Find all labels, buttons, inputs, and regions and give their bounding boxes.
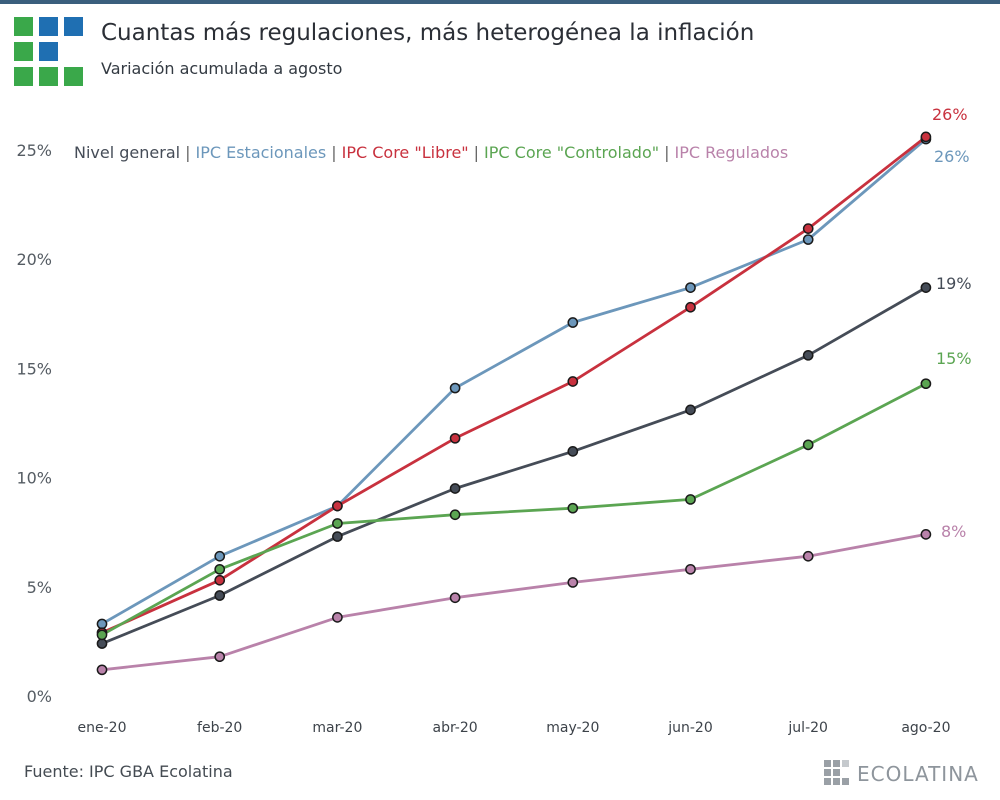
data-point xyxy=(449,592,461,604)
series-line xyxy=(100,286,928,645)
x-tick-label: abr-20 xyxy=(432,720,477,736)
data-point xyxy=(685,563,696,575)
data-point xyxy=(449,432,461,444)
legend-separator: | xyxy=(664,143,670,162)
data-point xyxy=(214,550,226,562)
legend-separator: | xyxy=(331,143,337,162)
series-lines xyxy=(100,135,928,672)
brand-mark-icon xyxy=(824,760,850,786)
data-point xyxy=(685,301,696,313)
data-point xyxy=(332,518,343,529)
data-point xyxy=(802,349,814,361)
data-point xyxy=(802,223,814,234)
data-point xyxy=(567,446,579,457)
logo-square xyxy=(14,67,33,86)
data-point xyxy=(920,529,932,540)
data-point xyxy=(802,234,814,245)
x-tick-label: ago-20 xyxy=(901,720,950,736)
y-tick-label: 10% xyxy=(16,469,52,488)
logo-square xyxy=(39,42,58,61)
legend-item: IPC Regulados xyxy=(674,143,789,162)
legend-item: Nivel general xyxy=(74,143,181,162)
data-point xyxy=(449,382,461,394)
x-tick-label: mar-20 xyxy=(312,720,362,736)
x-axis: ene-20 feb-20 mar-20 abr-20 may-20 jun-20 jul-… xyxy=(78,720,951,736)
data-point xyxy=(96,664,108,676)
data-point xyxy=(332,500,343,512)
end-value-label: 26% xyxy=(932,105,968,124)
logo-square xyxy=(14,17,33,36)
series-line xyxy=(100,382,928,637)
data-point xyxy=(920,131,932,143)
y-axis: 0% 5% 10% 15% 20% 25% xyxy=(16,141,52,706)
end-labels: 19% 26% 26% 15% 8% xyxy=(932,105,972,541)
data-point xyxy=(567,502,579,514)
legend: Nivel general | IPC Estacionales | IPC Core … xyxy=(74,143,788,162)
legend-separator: | xyxy=(185,143,191,162)
chart-title: Cuantas más regulaciones, más heterogéne… xyxy=(101,20,755,46)
data-point xyxy=(685,494,696,505)
legend-item: IPC Core "Controlado" xyxy=(484,143,660,162)
data-point xyxy=(214,590,226,601)
x-tick-label: feb-20 xyxy=(197,720,242,736)
data-point xyxy=(214,574,226,586)
data-point xyxy=(96,618,108,630)
brand-name: ECOLATINA xyxy=(857,762,979,786)
data-point xyxy=(214,563,226,575)
end-value-label: 15% xyxy=(936,349,972,368)
data-point xyxy=(567,376,579,387)
chart-subtitle: Variación acumulada a agosto xyxy=(101,59,343,78)
legend-item: IPC Core "Libre" xyxy=(341,143,469,162)
y-tick-label: 20% xyxy=(16,250,52,269)
logo-icon xyxy=(14,17,84,87)
data-point xyxy=(332,612,343,623)
series-line xyxy=(100,135,928,635)
end-value-label: 26% xyxy=(934,147,970,166)
x-tick-label: jul-20 xyxy=(787,720,828,736)
data-point xyxy=(920,378,932,390)
top-accent-bar xyxy=(0,0,1000,4)
logo-square xyxy=(64,67,83,86)
end-value-label: 8% xyxy=(941,522,966,541)
data-point xyxy=(214,651,226,663)
logo-square xyxy=(14,42,33,61)
x-tick-label: may-20 xyxy=(546,720,599,736)
data-point xyxy=(449,483,461,494)
x-tick-label: jun-20 xyxy=(667,720,713,736)
logo-square xyxy=(39,17,58,36)
end-value-label: 19% xyxy=(936,274,972,293)
logo-square xyxy=(64,17,83,36)
data-point xyxy=(802,439,814,451)
data-point xyxy=(96,638,108,649)
data-point xyxy=(920,282,932,293)
y-tick-label: 0% xyxy=(27,687,52,706)
data-point xyxy=(685,404,696,416)
data-point xyxy=(567,577,579,588)
y-tick-label: 5% xyxy=(27,578,52,597)
data-point xyxy=(332,531,343,542)
y-tick-label: 15% xyxy=(16,359,52,378)
source-note: Fuente: IPC GBA Ecolatina xyxy=(24,762,233,781)
legend-separator: | xyxy=(473,143,480,162)
data-point xyxy=(802,550,814,562)
series-line xyxy=(100,533,928,672)
legend-item: IPC Estacionales xyxy=(195,143,327,162)
y-tick-label: 25% xyxy=(16,141,52,160)
data-point xyxy=(685,282,696,293)
series-points xyxy=(96,131,932,676)
logo-square xyxy=(39,67,58,86)
series-line xyxy=(100,137,928,626)
x-tick-label: ene-20 xyxy=(78,720,127,736)
data-point xyxy=(449,509,461,521)
data-point xyxy=(567,317,579,328)
data-point xyxy=(96,629,108,641)
